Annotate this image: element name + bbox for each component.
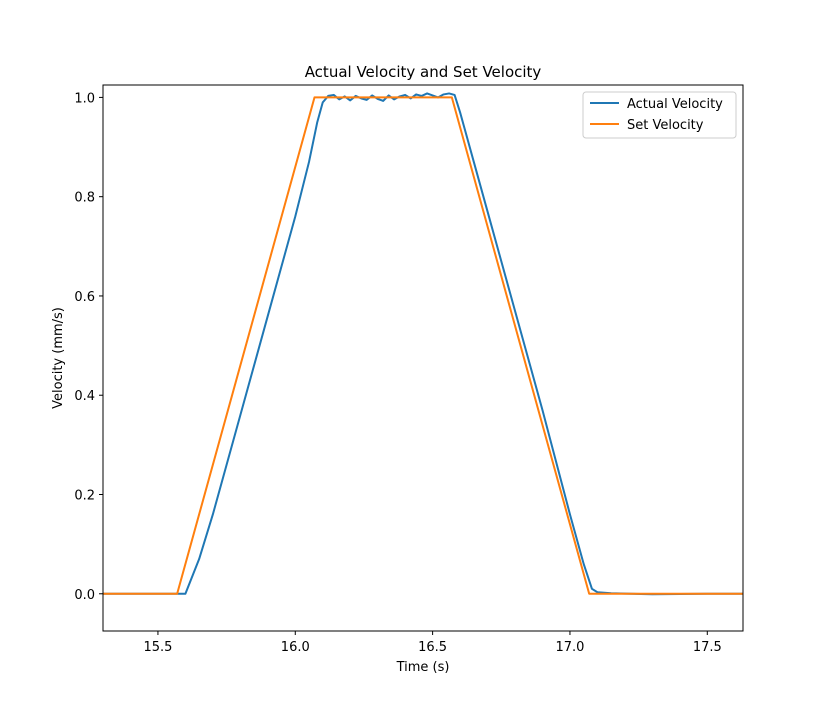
y-axis-label: Velocity (mm/s) [51,307,66,409]
y-tick-label: 1.0 [74,91,95,106]
x-tick-label: 15.5 [143,640,172,655]
y-tick-label: 0.8 [74,191,95,206]
x-tick-label: 16.0 [281,640,310,655]
y-tick-label: 0.2 [74,489,95,504]
y-tick-label: 0.0 [74,588,95,603]
x-tick-label: 17.5 [693,640,722,655]
chart-title: Actual Velocity and Set Velocity [305,63,542,81]
x-axis-ticks: 15.5 16.0 16.5 17.0 17.5 [143,631,722,655]
legend-box [582,91,737,139]
series-line-set-velocity [103,96,743,595]
legend-label-actual-velocity: Actual Velocity [627,97,723,112]
x-axis-label: Time (s) [396,660,450,675]
legend: Actual Velocity Set Velocity [582,91,737,139]
plot-frame [102,84,744,632]
y-tick-label: 0.4 [74,389,95,404]
y-axis-ticks: 0.0 0.2 0.4 0.6 0.8 1.0 [74,91,103,603]
x-tick-label: 17.0 [555,640,584,655]
y-tick-label: 0.6 [74,290,95,305]
x-tick-label: 16.5 [418,640,447,655]
series-layer [103,92,743,596]
legend-label-set-velocity: Set Velocity [627,118,704,133]
